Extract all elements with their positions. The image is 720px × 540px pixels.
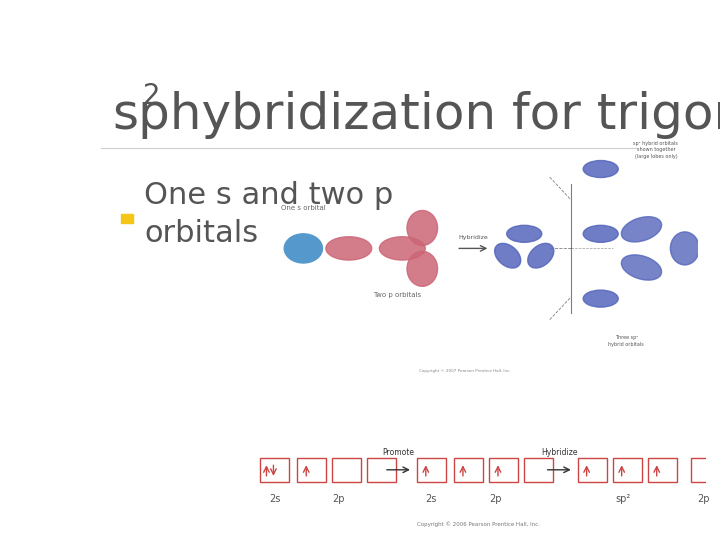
Text: hybridization for trigonal planar: hybridization for trigonal planar: [154, 91, 720, 139]
Ellipse shape: [407, 251, 438, 286]
Text: 2p: 2p: [333, 495, 345, 504]
Text: 2s: 2s: [269, 495, 280, 504]
Text: 2s: 2s: [426, 495, 437, 504]
Text: Two p orbitals: Two p orbitals: [373, 292, 421, 298]
Ellipse shape: [670, 232, 699, 265]
Circle shape: [284, 234, 323, 263]
Ellipse shape: [326, 237, 372, 260]
Ellipse shape: [379, 237, 426, 260]
Bar: [648, 458, 677, 482]
Text: 2p: 2p: [489, 495, 502, 504]
Text: One s and two p
orbitals: One s and two p orbitals: [144, 181, 393, 248]
Ellipse shape: [495, 244, 521, 268]
Ellipse shape: [407, 211, 438, 246]
Bar: [367, 458, 396, 482]
Text: Hybridize: Hybridize: [459, 235, 488, 240]
Ellipse shape: [583, 160, 618, 178]
Text: Hybridize: Hybridize: [541, 448, 577, 457]
Bar: [691, 458, 720, 482]
FancyBboxPatch shape: [121, 214, 133, 223]
Text: 2: 2: [143, 82, 161, 110]
Text: 2p: 2p: [697, 495, 710, 504]
Bar: [524, 458, 553, 482]
Text: sp²: sp²: [616, 495, 631, 504]
Bar: [417, 458, 446, 482]
Bar: [577, 458, 607, 482]
Ellipse shape: [507, 225, 541, 242]
Bar: [333, 458, 361, 482]
Text: Three sp²
hybrid orbitals: Three sp² hybrid orbitals: [608, 335, 644, 347]
Text: One s orbital: One s orbital: [281, 205, 325, 211]
Text: Promote: Promote: [382, 448, 415, 457]
Ellipse shape: [621, 255, 662, 280]
Ellipse shape: [583, 225, 618, 242]
Bar: [297, 458, 326, 482]
Text: sp² hybrid orbitals
shown together
(large lobes only): sp² hybrid orbitals shown together (larg…: [634, 141, 678, 159]
Text: Copyright © 2006 Pearson Prentice Hall, Inc.: Copyright © 2006 Pearson Prentice Hall, …: [418, 522, 540, 527]
Ellipse shape: [621, 217, 662, 242]
Bar: [613, 458, 642, 482]
Text: Copyright © 2007 Pearson Prentice Hall, Inc.: Copyright © 2007 Pearson Prentice Hall, …: [419, 368, 510, 373]
Ellipse shape: [528, 244, 554, 268]
Bar: [260, 458, 289, 482]
Bar: [489, 458, 518, 482]
Text: sp: sp: [112, 91, 170, 139]
Bar: [454, 458, 483, 482]
Ellipse shape: [583, 290, 618, 307]
